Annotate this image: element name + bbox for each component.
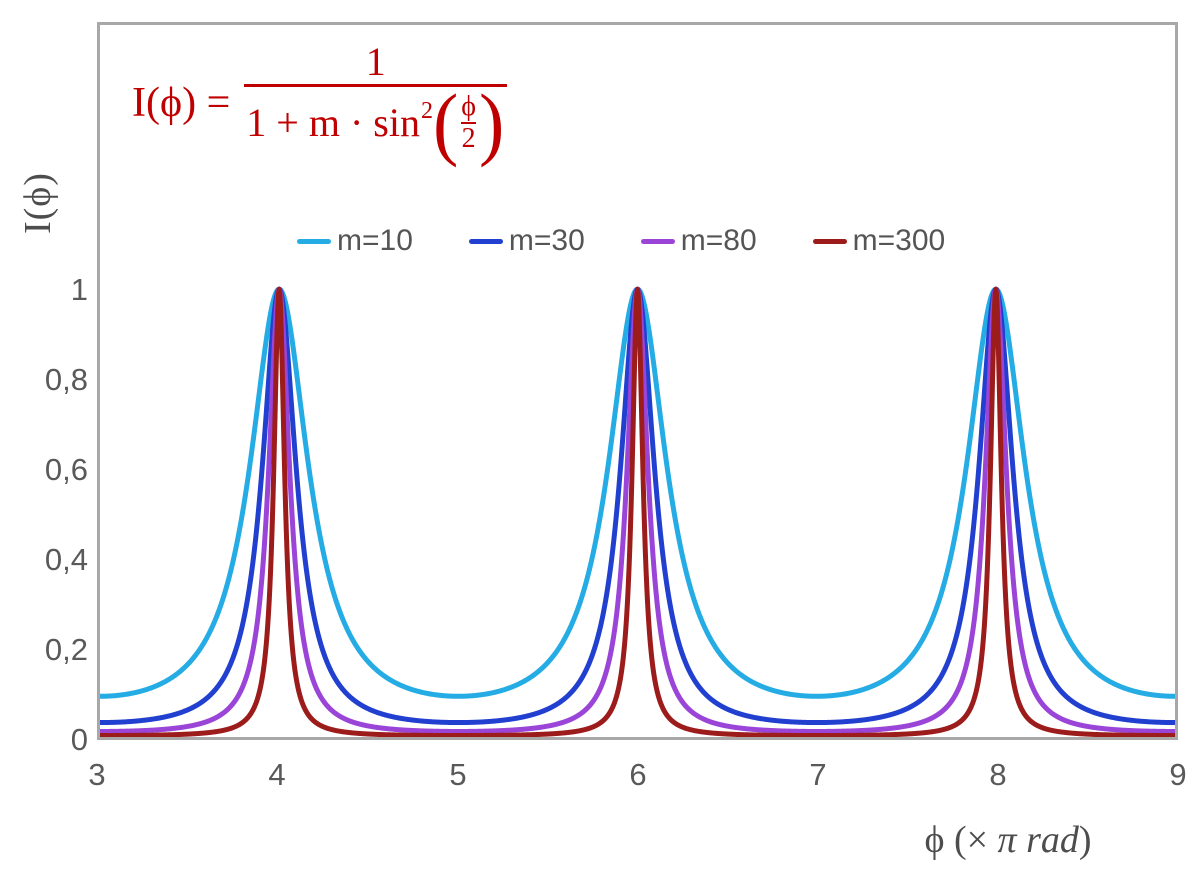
y-tick-0-6: 0,6: [44, 452, 88, 487]
curve-m=30: [100, 286, 1175, 726]
legend-label: m=30: [508, 224, 585, 257]
x-tick-3: 3: [88, 757, 106, 792]
legend-item-m10: m=10: [297, 224, 413, 258]
plot-svg: [100, 286, 1175, 737]
x-tick-6: 6: [629, 757, 647, 792]
legend: m=10 m=30 m=80 m=300: [297, 224, 945, 258]
x-axis-title: ϕ (× π rad): [888, 818, 1128, 862]
legend-line-swatch: [297, 238, 331, 244]
x-axis-title-close: ): [1078, 819, 1092, 861]
legend-label: m=80: [680, 224, 757, 257]
y-tick-1: 1: [70, 272, 88, 307]
x-tick-9: 9: [1169, 757, 1187, 792]
x-tick-5: 5: [449, 757, 467, 792]
x-tick-4: 4: [268, 757, 286, 792]
denominator-text: 1 + m · sin: [246, 100, 420, 146]
inner-fraction: ϕ 2: [461, 90, 476, 155]
x-axis-title-phi: ϕ (×: [924, 819, 998, 861]
inner-fraction-bar: [461, 121, 476, 125]
open-paren: (: [432, 77, 459, 169]
formula-lhs: I(ϕ) =: [132, 80, 231, 126]
fraction-bar: [244, 84, 508, 87]
y-tick-0-8: 0,8: [44, 362, 88, 397]
plot-area: [97, 22, 1178, 740]
x-tick-7: 7: [809, 757, 827, 792]
x-axis-title-pi-rad: π rad: [997, 819, 1079, 861]
y-axis-title: I(ϕ): [17, 172, 59, 234]
inner-numerator: ϕ: [461, 90, 476, 122]
legend-line-swatch: [468, 238, 503, 244]
formula-fraction: 1 1 + m · sin 2 ( ϕ 2 ): [244, 39, 508, 169]
curve-m=80: [100, 286, 1175, 734]
curve-m=300: [100, 286, 1175, 737]
legend-label: m=300: [852, 224, 946, 257]
y-tick-0-4: 0,4: [44, 542, 88, 577]
y-tick-0: 0: [70, 722, 88, 757]
legend-label: m=10: [337, 224, 413, 257]
formula-annotation: I(ϕ) = 1 1 + m · sin 2 ( ϕ 2 ): [132, 39, 508, 169]
legend-item-m30: m=30: [468, 224, 585, 258]
formula-numerator: 1: [365, 39, 386, 84]
legend-line-swatch: [640, 238, 675, 244]
legend-item-m300: m=300: [812, 224, 946, 258]
x-tick-8: 8: [989, 757, 1007, 792]
legend-line-swatch: [812, 238, 847, 244]
close-paren: ): [479, 77, 505, 169]
inner-denominator: 2: [461, 123, 476, 155]
y-tick-0-2: 0,2: [44, 632, 88, 667]
formula-denominator: 1 + m · sin 2 ( ϕ 2 ): [246, 77, 505, 169]
legend-item-m80: m=80: [640, 224, 757, 258]
